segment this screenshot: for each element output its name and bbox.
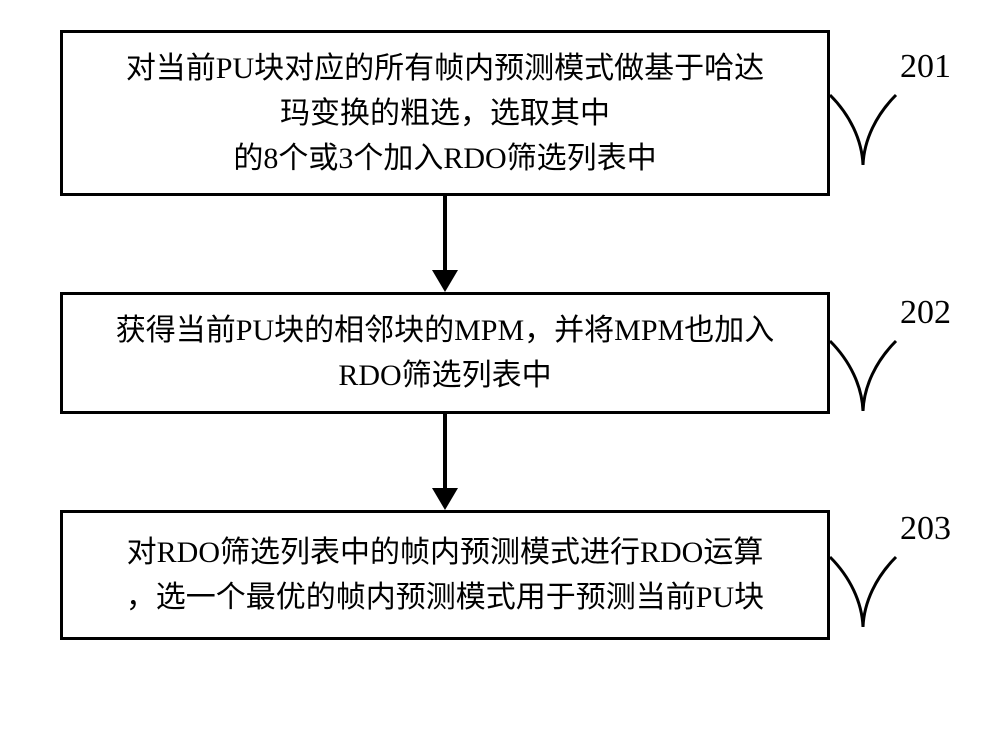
callout-label-3: 203: [900, 510, 951, 548]
flowchart-canvas: 对当前PU块对应的所有帧内预测模式做基于哈达 玛变换的粗选，选取其中 的8个或3…: [0, 0, 1000, 732]
callout-curve-3: [0, 0, 1000, 732]
